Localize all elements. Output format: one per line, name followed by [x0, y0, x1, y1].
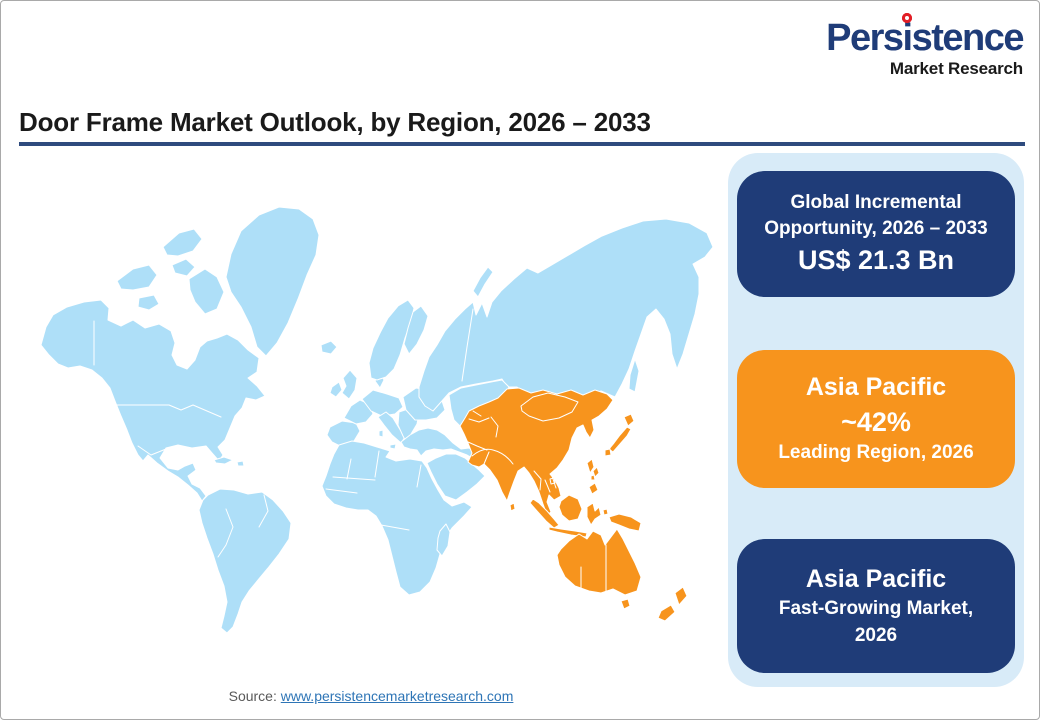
africa-mainland	[321, 440, 473, 596]
arctic-island	[116, 264, 158, 291]
sicily	[389, 443, 397, 450]
card3-caption2: 2026	[854, 624, 898, 646]
japan-hokkaido	[623, 413, 635, 427]
south-america-mainland	[198, 488, 292, 634]
card-fast-growing-market: Asia Pacific Fast-Growing Market, 2026	[737, 539, 1015, 673]
borneo	[558, 494, 583, 522]
finland	[403, 305, 429, 355]
logo-brand-text: Persistence	[826, 17, 1025, 59]
card1-value: US$ 21.3 Bn	[797, 245, 955, 276]
page-title: Door Frame Market Outlook, by Region, 20…	[19, 107, 651, 137]
japan-kyushu	[604, 448, 612, 457]
card-global-incremental-opportunity: Global Incremental Opportunity, 2026 – 2…	[737, 171, 1015, 297]
sumatra	[529, 498, 560, 529]
logo-brand-pre: Pers	[826, 17, 904, 59]
new-zealand-south	[657, 604, 676, 622]
source-link[interactable]: www.persistencemarketresearch.com	[280, 688, 514, 704]
new-zealand-north	[674, 586, 688, 606]
country-border-lines	[91, 308, 607, 594]
iceland	[320, 340, 338, 355]
central-europe	[361, 389, 404, 417]
arabian-peninsula	[426, 453, 486, 501]
sakhalin	[628, 358, 640, 393]
card-leading-region: Asia Pacific ~42% Leading Region, 2026	[737, 350, 1015, 488]
hispaniola	[236, 460, 245, 467]
turkey-iran	[400, 427, 493, 468]
philippines-visayas	[590, 474, 596, 481]
sri-lanka	[509, 502, 516, 512]
novaya-zemlya	[472, 266, 494, 298]
australia	[556, 528, 642, 596]
logo-brand-post: stence	[911, 17, 1025, 59]
card2-title: Asia Pacific	[805, 373, 947, 402]
tasmania	[620, 598, 631, 610]
logo-tagline: Market Research	[889, 59, 1023, 78]
asia-mainland-highlight	[459, 387, 614, 516]
continent-south-america	[198, 488, 292, 634]
logo-brand-i: i	[902, 17, 914, 59]
north-america-mainland	[40, 299, 266, 502]
mongolia	[520, 392, 579, 422]
japan-honshu	[608, 426, 632, 453]
philippines-mindanao	[588, 482, 599, 495]
arctic-island	[162, 228, 203, 257]
greenland	[225, 206, 320, 357]
region-asia-pacific-highlight	[459, 387, 688, 622]
continent-africa	[321, 440, 473, 596]
scandinavia	[368, 299, 415, 381]
baffin-island	[188, 268, 225, 315]
world-map-svg	[40, 206, 714, 634]
title-underline	[19, 142, 1025, 146]
persistence-logo: Persistence Market Research	[826, 17, 1025, 78]
philippines-luzon	[586, 458, 595, 474]
russia-and-central-asia	[418, 218, 714, 427]
card1-line2: Opportunity, 2026 – 2033	[764, 218, 988, 240]
world-map	[21, 159, 721, 689]
card3-title: Asia Pacific	[805, 564, 947, 593]
logo-red-dot-icon: i	[902, 17, 914, 59]
source-line: Source: www.persistencemarketresearch.co…	[21, 688, 721, 704]
card2-caption: Leading Region, 2026	[778, 442, 974, 464]
card3-caption: Fast-Growing Market,	[778, 598, 974, 620]
card1-line1: Global Incremental	[790, 191, 962, 213]
card2-value: ~42%	[841, 407, 911, 438]
arctic-island	[171, 258, 196, 277]
madagascar	[436, 523, 451, 557]
great-britain	[341, 369, 358, 400]
new-guinea	[608, 513, 642, 532]
middle-east	[400, 427, 493, 501]
moluccas	[602, 508, 609, 516]
arctic-island	[137, 294, 160, 311]
russia	[418, 218, 714, 412]
source-label: Source:	[228, 688, 281, 704]
continent-north-america	[40, 228, 266, 502]
sulawesi	[586, 502, 602, 526]
stats-panel: Global Incremental Opportunity, 2026 – 2…	[728, 153, 1024, 687]
sardinia	[378, 429, 384, 438]
ireland	[329, 381, 343, 398]
cuba	[213, 456, 234, 465]
